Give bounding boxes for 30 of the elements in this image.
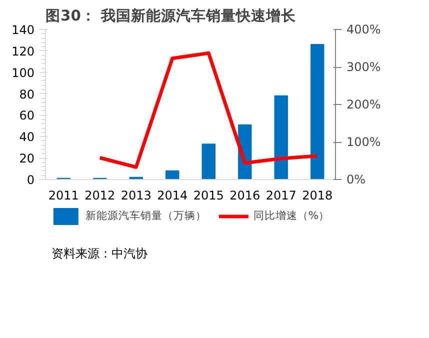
bar <box>274 95 288 180</box>
y2-tick-label: 400% <box>346 22 381 36</box>
legend-label: 同比增速（%） <box>253 209 330 223</box>
x-tick-label: 2017 <box>266 188 296 202</box>
legend-label: 新能源汽车销量（万辆） <box>85 209 206 223</box>
x-tick-label: 2014 <box>157 188 188 202</box>
x-tick-label: 2015 <box>193 188 224 202</box>
y2-tick-label: 0% <box>346 172 366 186</box>
x-tick-label: 2013 <box>120 188 152 202</box>
bar <box>310 44 324 180</box>
y-tick-label: 140 <box>12 23 34 37</box>
y-tick-label: 40 <box>19 130 35 144</box>
y2-tick-label: 300% <box>346 60 381 74</box>
x-tick-label: 2011 <box>48 188 79 202</box>
x-tick-label: 2018 <box>302 188 333 202</box>
bar <box>166 170 180 180</box>
y2-tick-label: 200% <box>346 98 381 112</box>
bar <box>202 144 216 180</box>
y-tick-label: 100 <box>12 66 34 80</box>
y2-tick-label: 100% <box>346 135 381 149</box>
x-tick-label: 2012 <box>84 188 116 202</box>
y-tick-label: 60 <box>19 108 35 123</box>
y-tick-label: 120 <box>12 44 34 58</box>
y-tick-label: 0 <box>26 173 35 187</box>
y-tick-label: 80 <box>19 87 35 102</box>
y-tick-label: 20 <box>19 152 35 166</box>
text: 资料来源：中汽协 <box>52 246 148 260</box>
x-tick-label: 2016 <box>230 188 260 202</box>
chart-title: 图30： 我国新能源汽车销量快速增长 <box>46 6 297 24</box>
line-series <box>98 51 320 169</box>
